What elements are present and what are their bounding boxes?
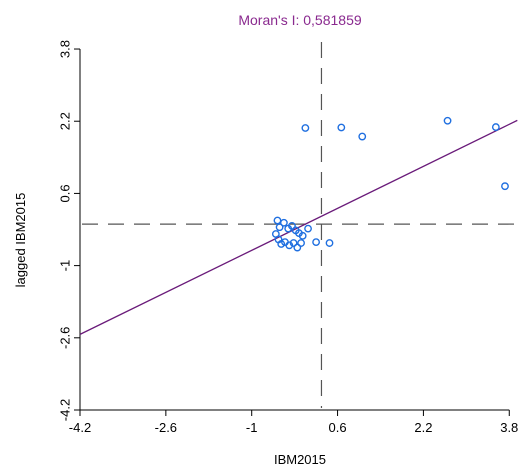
data-points — [271, 116, 509, 252]
y-tick-label: -4.2 — [57, 399, 72, 421]
y-axis-ticks: -4.2 -2.6 -1 0.6 2.2 3.8 — [57, 40, 80, 421]
x-axis-label: IBM2015 — [274, 452, 326, 467]
x-tick-label: 0.6 — [329, 420, 347, 435]
data-point — [501, 182, 509, 191]
y-tick-label: 3.8 — [57, 40, 72, 58]
data-point — [280, 218, 288, 227]
chart-title: Moran's I: 0,581859 — [238, 12, 362, 28]
data-point — [304, 224, 312, 233]
data-point — [273, 216, 282, 225]
data-point — [285, 241, 294, 250]
data-point — [301, 124, 310, 132]
x-tick-label: -2.6 — [155, 420, 177, 435]
data-point — [288, 222, 296, 230]
data-point — [337, 123, 346, 132]
y-tick-label: -1 — [57, 260, 72, 272]
y-tick-label: -2.6 — [57, 327, 72, 349]
regression-line — [79, 119, 518, 335]
x-axis-ticks: -4.2 -2.6 -1 0.6 2.2 3.8 — [69, 410, 518, 435]
data-point — [312, 238, 320, 247]
data-point — [298, 231, 307, 240]
y-axis-label: lagged IBM2015 — [13, 193, 28, 288]
data-point — [293, 243, 302, 252]
data-point — [289, 239, 298, 247]
data-point — [277, 240, 286, 248]
data-point — [491, 123, 500, 131]
y-tick-label: 2.2 — [57, 112, 72, 130]
data-point — [358, 132, 367, 141]
x-tick-label: -4.2 — [69, 420, 91, 435]
y-tick-label: 0.6 — [57, 184, 72, 202]
data-point — [297, 239, 305, 247]
x-tick-label: 2.2 — [414, 420, 432, 435]
data-point — [443, 116, 452, 125]
data-point — [325, 239, 334, 247]
x-tick-label: 3.8 — [500, 420, 518, 435]
x-tick-label: -1 — [246, 420, 258, 435]
data-point — [275, 223, 284, 232]
